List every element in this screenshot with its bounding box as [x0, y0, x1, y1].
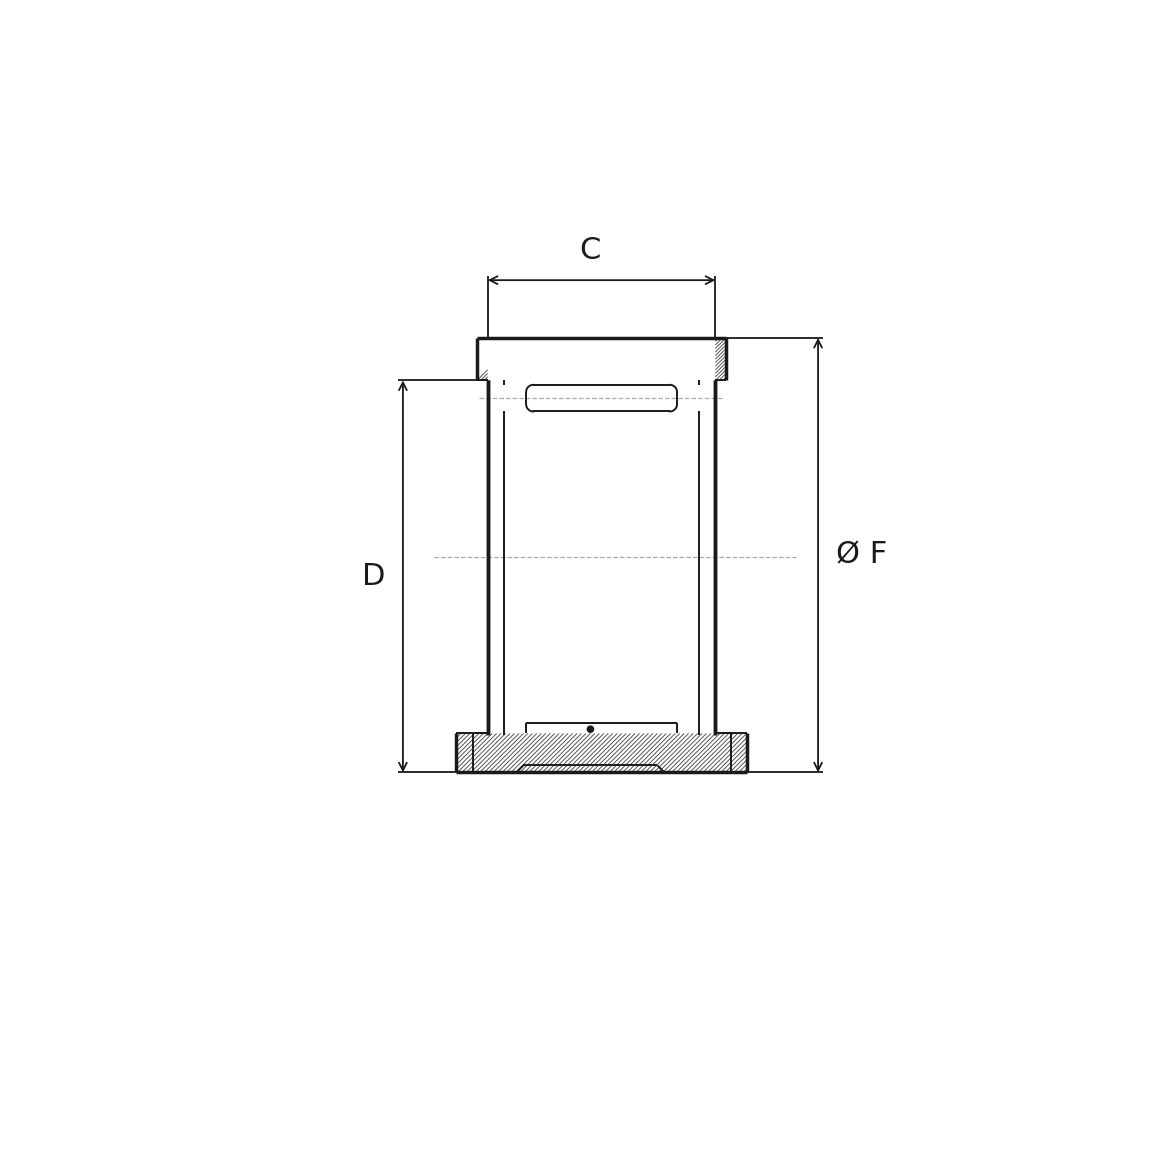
- Text: D: D: [362, 562, 385, 591]
- Text: Ø F: Ø F: [836, 540, 887, 569]
- Circle shape: [588, 726, 593, 733]
- Text: C: C: [579, 236, 601, 265]
